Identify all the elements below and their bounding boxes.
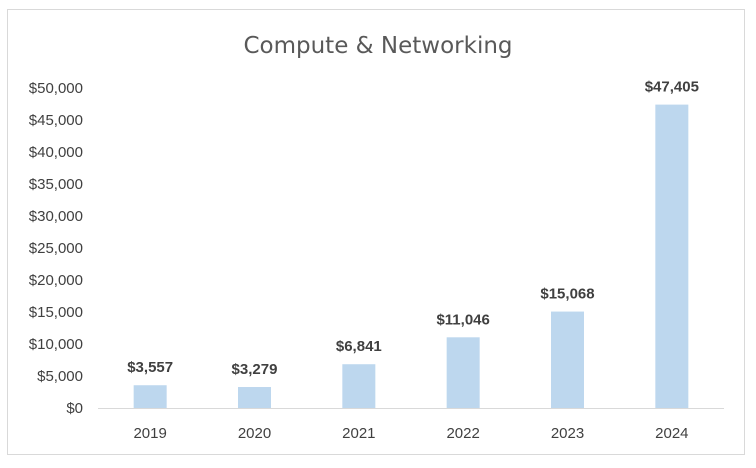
bar-2019 bbox=[133, 385, 167, 408]
y-tick-label: $5,000 bbox=[37, 368, 83, 385]
chart-frame bbox=[7, 9, 745, 455]
x-tick-label: 2024 bbox=[655, 425, 688, 442]
bar-2021 bbox=[342, 364, 376, 408]
bar-2023 bbox=[551, 311, 584, 408]
data-label-2021: $6,841 bbox=[336, 338, 382, 355]
bar-2024 bbox=[655, 104, 689, 408]
bar-2022 bbox=[446, 337, 480, 408]
x-tick-label: 2019 bbox=[133, 425, 166, 442]
y-tick-label: $0 bbox=[66, 400, 83, 417]
x-axis-ticks: 2019 2020 2021 2022 2023 2024 bbox=[133, 425, 688, 442]
data-label-2020: $3,279 bbox=[232, 361, 278, 378]
y-tick-label: $25,000 bbox=[29, 240, 83, 257]
y-tick-label: $30,000 bbox=[29, 208, 83, 225]
data-label-2019: $3,557 bbox=[127, 359, 173, 376]
y-tick-label: $10,000 bbox=[29, 336, 83, 353]
data-label-2024: $47,405 bbox=[645, 79, 699, 96]
data-labels: $3,557 $3,279 $6,841 $11,046 $15,068 $47,405 bbox=[127, 79, 699, 378]
y-axis-ticks: $0 $5,000 $10,000 $15,000 $20,000 $25,000 $30,… bbox=[29, 80, 83, 417]
y-tick-label: $40,000 bbox=[29, 144, 83, 161]
y-tick-label: $50,000 bbox=[29, 80, 83, 97]
data-label-2022: $11,046 bbox=[436, 311, 489, 328]
y-tick-label: $20,000 bbox=[29, 272, 83, 289]
x-tick-label: 2020 bbox=[238, 425, 271, 442]
y-tick-label: $35,000 bbox=[29, 176, 83, 193]
bar-2020 bbox=[238, 387, 271, 408]
bar-series bbox=[133, 104, 689, 408]
y-tick-label: $15,000 bbox=[29, 304, 83, 321]
chart-title: Compute & Networking bbox=[243, 33, 512, 59]
y-tick-label: $45,000 bbox=[29, 112, 83, 129]
x-tick-label: 2022 bbox=[446, 425, 479, 442]
x-tick-label: 2023 bbox=[551, 425, 584, 442]
x-tick-label: 2021 bbox=[342, 425, 375, 442]
data-label-2023: $15,068 bbox=[540, 286, 594, 303]
